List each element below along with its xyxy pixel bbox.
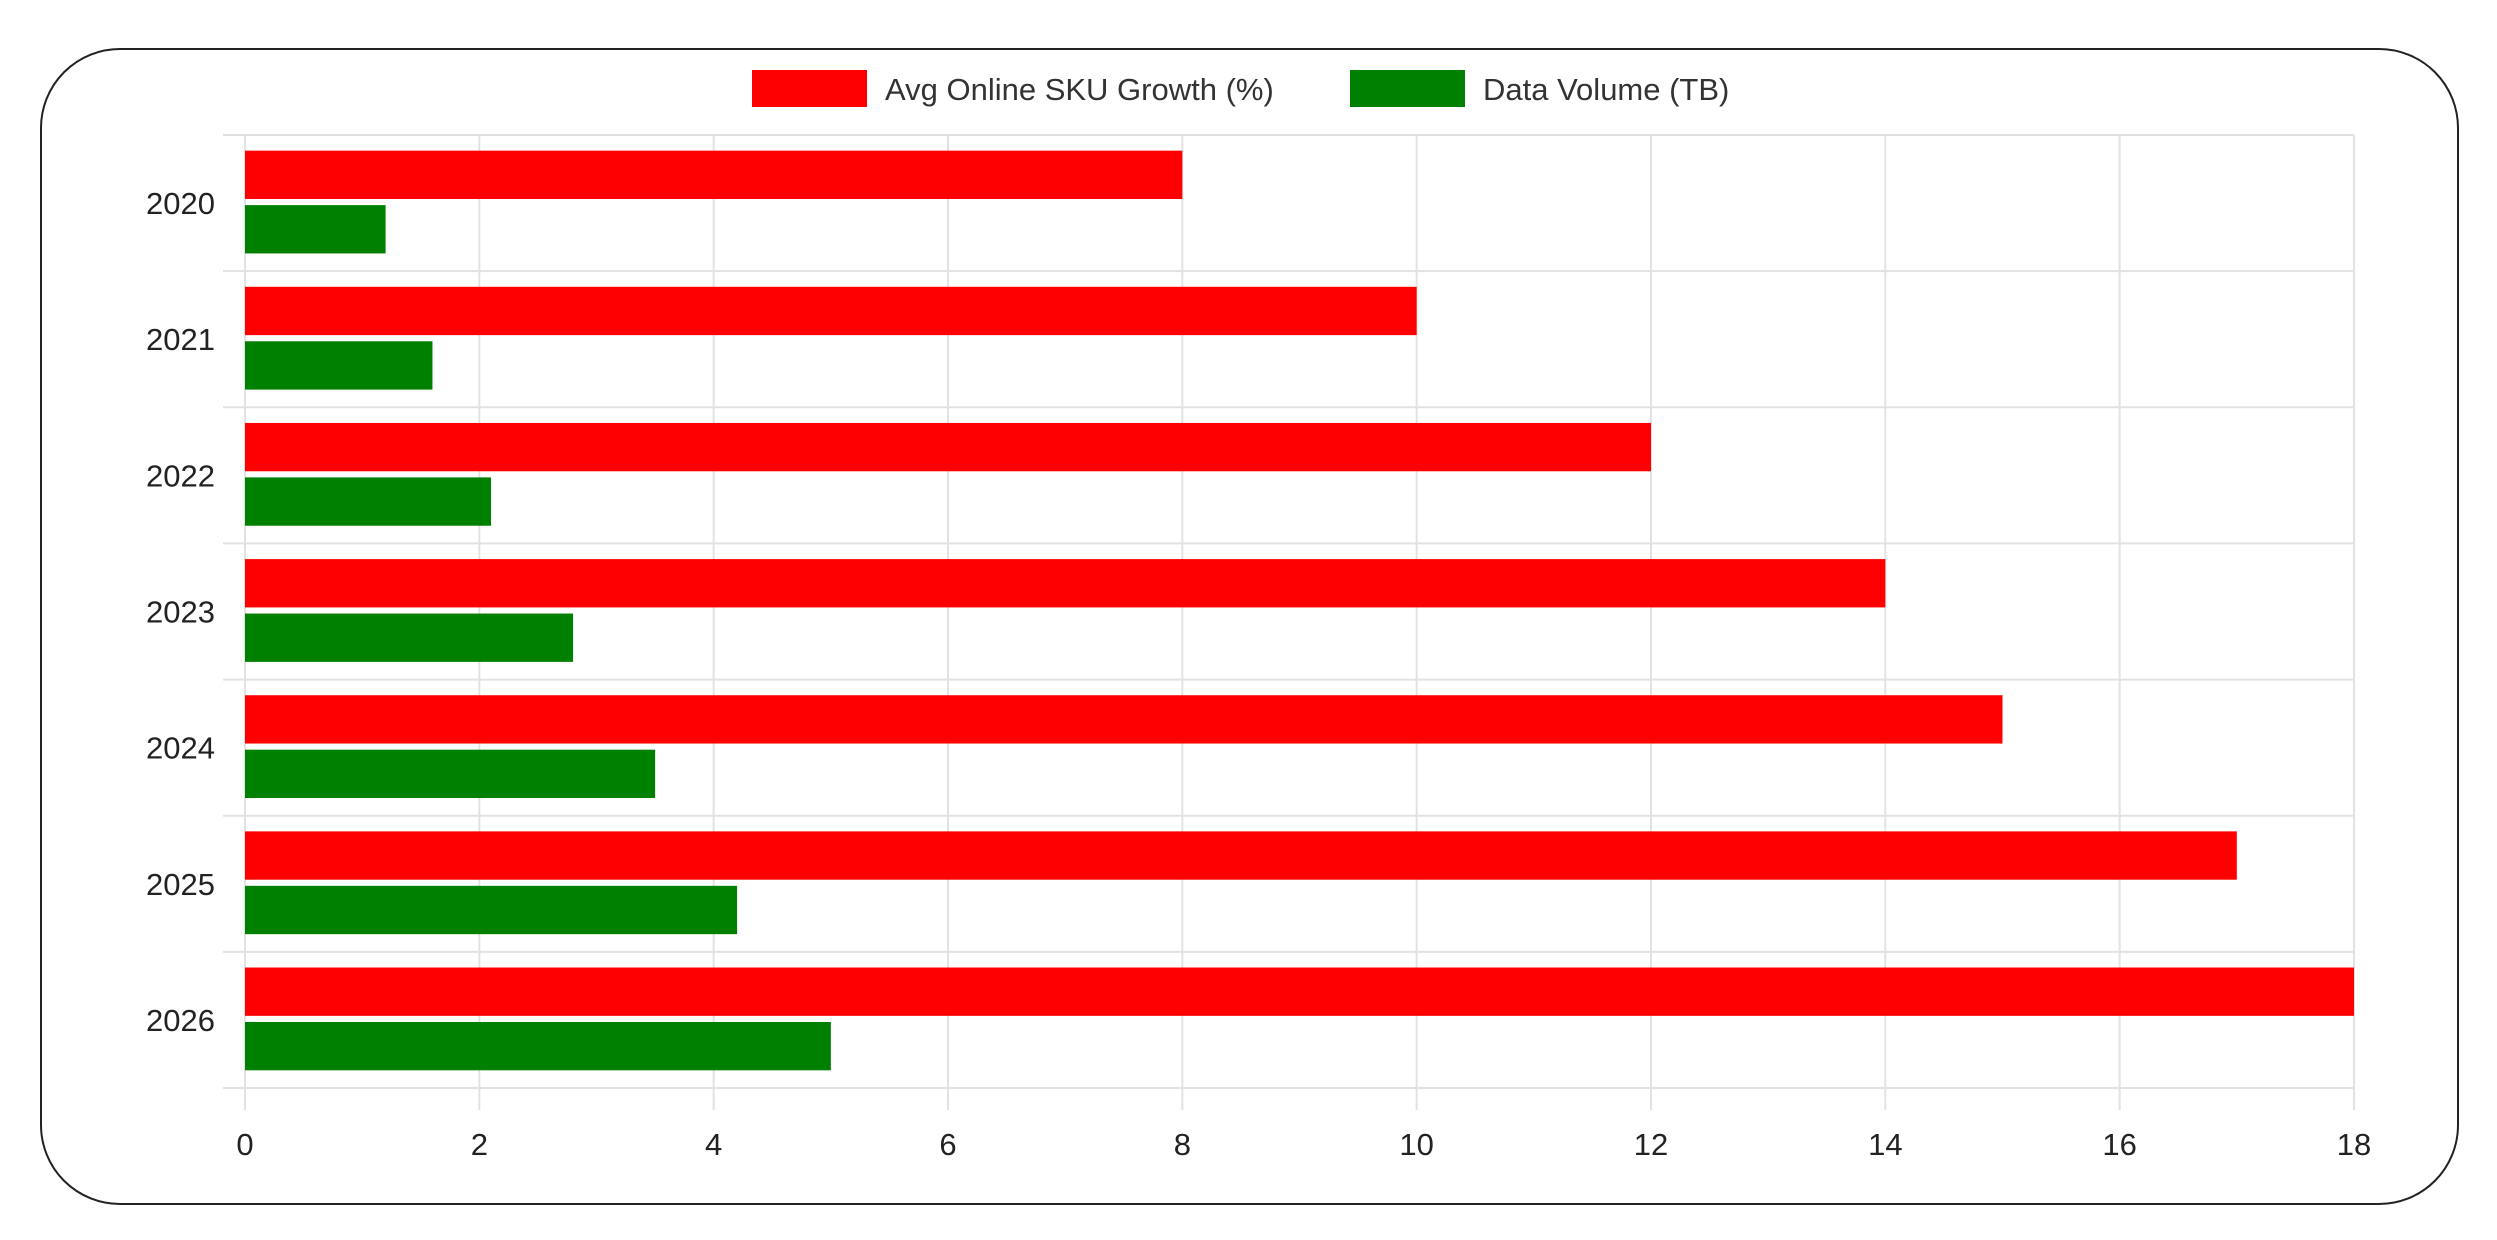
y-tick-label: 2022 (146, 458, 215, 493)
bar-sku-growth-2021 (245, 286, 1417, 336)
x-tick-label: 12 (1634, 1127, 1668, 1162)
bar-sku-growth-2020 (245, 150, 1183, 199)
bar-data-volume-2022 (245, 477, 492, 526)
y-tick-label: 2025 (146, 867, 215, 902)
x-tick-label: 16 (2102, 1127, 2136, 1162)
bar-sku-growth-2024 (245, 695, 2003, 744)
y-tick-label: 2024 (146, 731, 215, 766)
bar-data-volume-2023 (245, 613, 574, 662)
chart-card (40, 48, 2459, 1205)
x-tick-label: 18 (2337, 1127, 2371, 1162)
y-tick-label: 2023 (146, 595, 215, 630)
x-tick-label: 4 (705, 1127, 722, 1162)
y-tick-label: 2020 (146, 186, 215, 221)
x-tick-label: 0 (236, 1127, 253, 1162)
legend-swatch-0 (752, 70, 867, 107)
legend-swatch-1 (1350, 70, 1465, 107)
bar-data-volume-2021 (245, 341, 433, 390)
y-tick-label: 2021 (146, 322, 215, 357)
bar-sku-growth-2023 (245, 559, 1886, 608)
legend-label-1: Data Volume (TB) (1483, 72, 1729, 107)
x-tick-label: 6 (939, 1127, 956, 1162)
x-tick-label: 14 (1868, 1127, 1902, 1162)
bar-data-volume-2024 (245, 749, 656, 799)
bar-data-volume-2025 (245, 885, 738, 935)
x-tick-label: 2 (471, 1127, 488, 1162)
x-tick-label: 8 (1174, 1127, 1191, 1162)
bar-data-volume-2020 (245, 205, 386, 254)
bar-sku-growth-2022 (245, 422, 1651, 472)
bar-sku-growth-2025 (245, 831, 2237, 880)
y-tick-label: 2026 (146, 1003, 215, 1038)
x-tick-label: 10 (1399, 1127, 1433, 1162)
bar-sku-growth-2026 (245, 967, 2354, 1016)
legend-label-0: Avg Online SKU Growth (%) (885, 72, 1274, 107)
bar-data-volume-2026 (245, 1021, 831, 1071)
